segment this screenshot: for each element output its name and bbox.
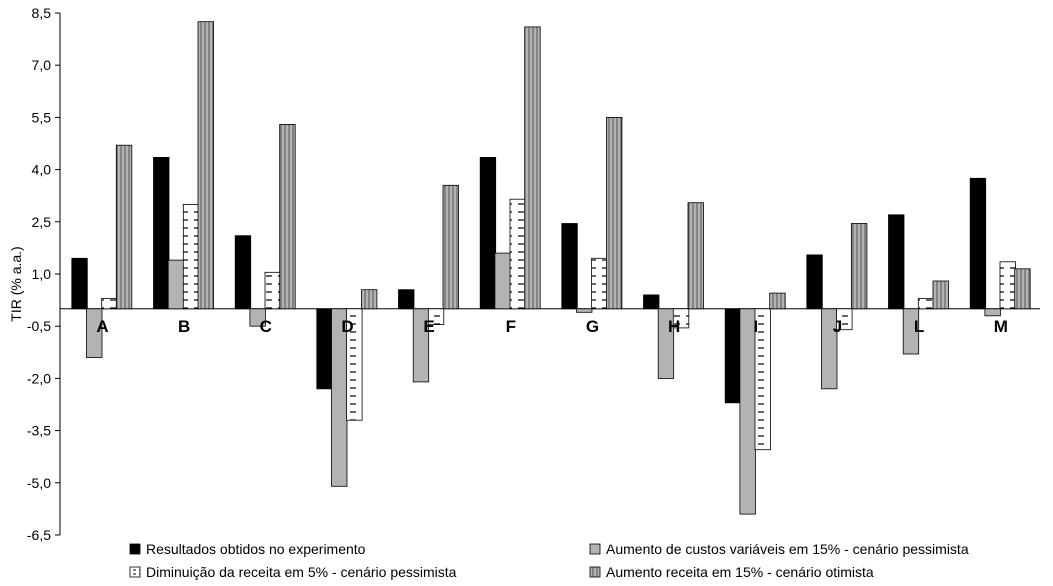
legend: Resultados obtidos no experimento Aumento… [129,541,969,580]
legend-swatch-1 [129,543,141,555]
category-label-D: D [341,317,353,336]
y-tick-label: 1,0 [32,266,52,282]
bar-D-series-1 [316,308,333,390]
bar-H-series-3 [672,308,690,329]
bar-C-series-4 [279,124,296,310]
bar-J-series-1 [806,254,823,310]
bar-G-series-1 [561,223,578,310]
y-axis: 8,5 7,0 5,5 4,0 2,5 1,0 -0,5 -2,0 -3,5 -5,0 -6,5 [27,5,61,543]
bar-M-series-4 [1014,268,1031,310]
legend-swatch-3 [129,566,141,578]
bar-I-series-3 [754,308,771,451]
bar-D-series-4 [360,289,378,310]
category-label-J: J [833,317,842,336]
bar-A-series-2 [86,308,103,358]
bar-E-series-2 [412,308,430,383]
bar-A-series-4 [115,144,133,310]
category-label-B: B [178,317,190,336]
bar-I-series-1 [724,308,742,404]
bar-L-series-1 [888,214,905,310]
category-label-G: G [586,317,599,336]
y-tick-label: 5,5 [32,109,52,125]
category-label-L: L [914,317,924,336]
bar-J-series-3 [836,308,853,331]
y-tick-label: -6,5 [27,527,51,543]
bar-F-series-4 [524,26,541,310]
legend-label-4: Aumento receita em 15% - cenário otimist… [606,564,874,580]
legend-label-1: Resultados obtidos no experimento [146,541,366,557]
category-label-E: E [423,317,434,336]
bar-G-series-2 [576,308,593,313]
bar-B-series-2 [167,259,185,310]
legend-label-3: Diminuição da receita em 5% - cenário pe… [146,564,457,580]
bar-L-series-2 [902,308,920,355]
legend-swatch-4 [589,566,601,578]
category-label-F: F [506,317,516,336]
bar-J-series-4 [851,223,868,310]
bar-M-series-2 [984,308,1001,317]
category-label-M: M [994,317,1008,336]
bar-I-series-4 [769,292,786,310]
bar-G-series-4 [606,117,623,310]
bar-H-series-1 [643,294,660,310]
y-tick-label: -2,0 [27,370,51,386]
category-label-H: H [668,317,680,336]
category-label-I: I [753,317,758,336]
bar-E-series-3 [427,308,445,325]
bar-L-series-3 [917,297,935,310]
bar-M-series-1 [969,177,987,310]
bar-C-series-3 [264,271,281,310]
y-tick-label: -5,0 [27,475,51,491]
y-tick-label: 8,5 [32,5,52,21]
bar-L-series-4 [932,280,949,310]
legend-label-2: Aumento de custos variáveis em 15% - cen… [606,541,969,557]
bar-B-series-4 [197,21,214,310]
bar-G-series-3 [591,257,608,310]
bar-B-series-1 [153,156,170,310]
bar-H-series-2 [657,308,675,379]
bar-B-series-3 [182,203,200,310]
y-tick-label: -0,5 [27,318,51,334]
y-tick-label: 7,0 [32,57,52,73]
bar-J-series-2 [821,308,838,390]
bar-H-series-4 [687,202,704,310]
bar-F-series-3 [509,198,526,310]
bar-series-group [60,21,1040,515]
bar-E-series-1 [398,289,415,310]
y-tick-label: 2,5 [32,214,52,230]
bar-E-series-4 [442,184,459,310]
category-label-C: C [260,317,272,336]
bar-A-series-1 [71,257,88,310]
bar-A-series-3 [101,297,118,310]
bar-M-series-3 [999,261,1016,310]
bar-F-series-2 [494,252,511,310]
y-axis-title: TIR (% a.a.) [8,246,24,321]
legend-swatch-2 [589,543,601,555]
bar-C-series-1 [234,235,252,310]
bar-C-series-2 [249,308,266,327]
y-tick-label: 4,0 [32,162,52,178]
category-label-A: A [96,317,108,336]
bar-I-series-2 [739,308,756,515]
bar-F-series-1 [479,156,497,310]
y-tick-label: -3,5 [27,423,51,439]
bar-D-series-3 [346,308,363,421]
